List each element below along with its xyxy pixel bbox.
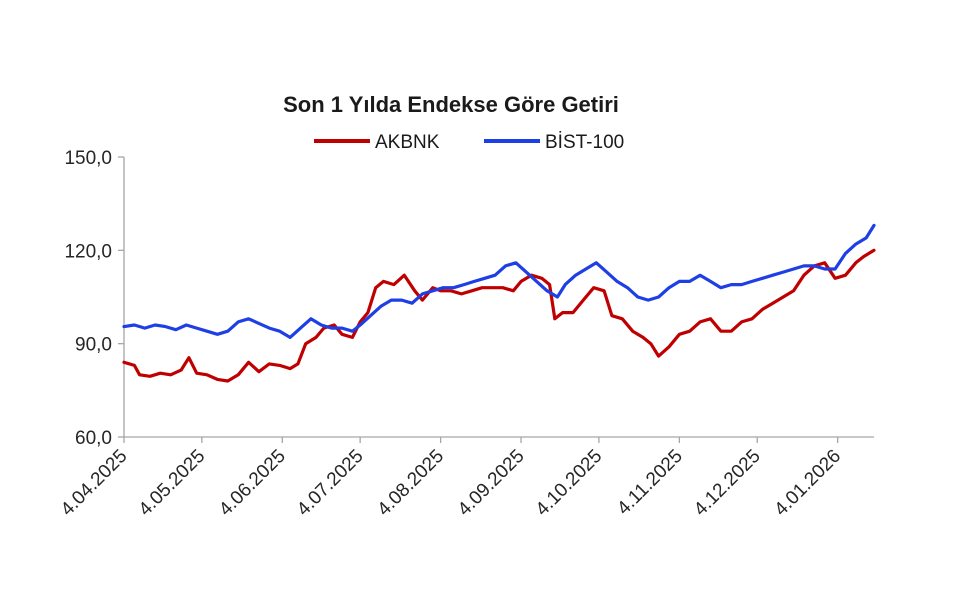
chart-title: Son 1 Yılda Endekse Göre Getiri [283, 92, 619, 117]
y-axis: 60,0 90,0 120,0 150,0 [64, 148, 125, 449]
x-tick-label: 4.01.2026 [771, 446, 846, 521]
legend-label-bist100: BİST-100 [545, 132, 624, 153]
x-tick-label: 4.09.2025 [454, 446, 529, 521]
x-tick-label: 4.04.2025 [57, 446, 132, 521]
legend-label-akbnk: AKBNK [375, 132, 440, 153]
x-tick-label: 4.10.2025 [532, 446, 607, 521]
y-tick-label: 90,0 [75, 335, 112, 356]
x-tick-label: 4.08.2025 [374, 446, 449, 521]
y-tick-label: 120,0 [64, 241, 112, 262]
x-axis: 4.04.2025 4.05.2025 4.06.2025 4.07.2025 4.08… [57, 436, 874, 521]
x-tick-label: 4.11.2025 [613, 446, 687, 520]
series-line-bist100 [122, 223, 876, 339]
y-tick-label: 150,0 [64, 148, 112, 169]
x-tick-label: 4.12.2025 [690, 446, 765, 521]
plot-area [122, 223, 876, 383]
x-tick-label: 4.07.2025 [293, 446, 368, 521]
series-line-akbnk [122, 248, 876, 383]
legend: AKBNK BİST-100 [314, 132, 624, 153]
y-tick-label: 60,0 [75, 428, 112, 449]
x-tick-label: 4.06.2025 [215, 446, 290, 521]
x-tick-label: 4.05.2025 [135, 446, 210, 521]
